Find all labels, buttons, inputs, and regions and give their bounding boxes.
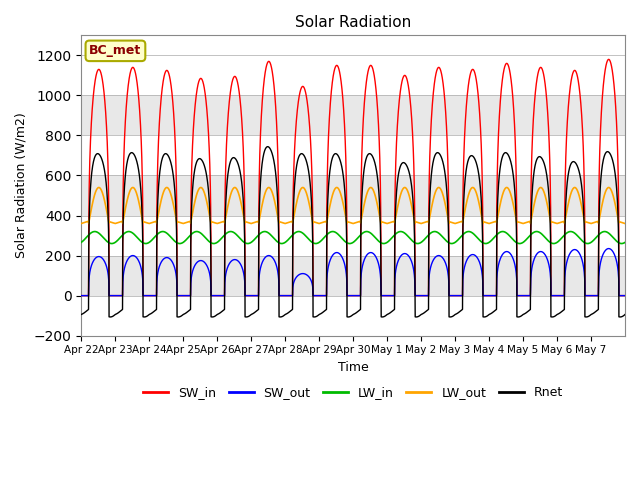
SW_in <box>495 121 503 127</box>
Rnet <box>504 151 511 156</box>
LW_in <box>440 236 448 241</box>
LW_out <box>479 219 487 225</box>
SW_in <box>605 57 612 62</box>
SW_in <box>503 60 511 66</box>
SW_out <box>171 265 179 271</box>
SW_out <box>479 293 487 299</box>
SW_out <box>495 260 503 266</box>
Y-axis label: Solar Radiation (W/m2): Solar Radiation (W/m2) <box>15 113 28 258</box>
Rnet <box>264 144 271 150</box>
SW_in <box>77 293 85 299</box>
SW_out <box>440 257 447 263</box>
LW_in <box>91 228 99 234</box>
Line: LW_in: LW_in <box>81 231 625 243</box>
LW_in <box>479 240 487 246</box>
SW_in <box>440 87 447 93</box>
Rnet <box>378 314 386 320</box>
SW_in <box>171 131 179 136</box>
LW_in <box>618 240 625 246</box>
Bar <box>81 255 625 296</box>
LW_in <box>621 240 629 245</box>
Rnet <box>440 165 448 170</box>
Text: BC_met: BC_met <box>90 44 141 57</box>
LW_in <box>171 239 179 244</box>
LW_out <box>503 185 511 191</box>
LW_out <box>503 185 511 191</box>
Line: Rnet: Rnet <box>81 147 625 317</box>
LW_out <box>429 198 436 204</box>
Rnet <box>479 314 487 320</box>
Bar <box>81 96 625 135</box>
Bar <box>81 176 625 216</box>
Legend: SW_in, SW_out, LW_in, LW_out, Rnet: SW_in, SW_out, LW_in, LW_out, Rnet <box>138 382 568 405</box>
SW_out <box>429 258 436 264</box>
Rnet <box>495 173 503 179</box>
Bar <box>81 216 625 255</box>
LW_out <box>621 221 629 227</box>
LW_out <box>440 195 447 201</box>
SW_out <box>77 293 85 299</box>
Rnet <box>77 312 85 317</box>
X-axis label: Time: Time <box>338 361 369 374</box>
Rnet <box>171 188 179 193</box>
Line: SW_out: SW_out <box>81 249 625 296</box>
Line: SW_in: SW_in <box>81 60 625 296</box>
Bar <box>81 55 625 96</box>
LW_out <box>171 209 179 215</box>
Title: Solar Radiation: Solar Radiation <box>295 15 412 30</box>
LW_out <box>495 208 503 214</box>
Line: LW_out: LW_out <box>81 188 625 224</box>
Bar <box>81 135 625 176</box>
LW_in <box>495 230 503 236</box>
LW_out <box>77 221 85 227</box>
SW_out <box>621 293 629 299</box>
SW_in <box>621 293 629 299</box>
Rnet <box>621 312 629 317</box>
SW_out <box>503 249 511 254</box>
SW_in <box>429 95 436 100</box>
SW_in <box>479 293 487 299</box>
Rnet <box>429 159 437 165</box>
LW_in <box>503 230 511 236</box>
Bar <box>81 296 625 336</box>
SW_out <box>605 246 612 252</box>
LW_in <box>77 240 85 245</box>
LW_in <box>429 229 437 235</box>
